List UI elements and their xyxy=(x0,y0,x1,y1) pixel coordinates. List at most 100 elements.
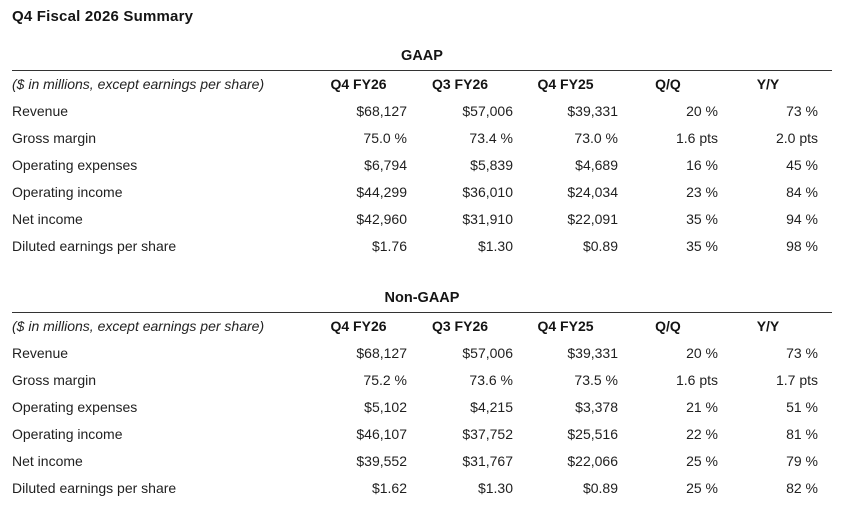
gaap-table: ($ in millions, except earnings per shar… xyxy=(12,70,832,260)
table-row: Operating income $44,299 $36,010 $24,034… xyxy=(12,179,832,206)
row-label: Operating expenses xyxy=(12,399,138,415)
cell-value: 94 % xyxy=(786,211,818,227)
non-gaap-table: ($ in millions, except earnings per shar… xyxy=(12,312,832,502)
cell-value: 75.0 % xyxy=(363,130,407,146)
cell-value: 16 % xyxy=(686,157,718,173)
cell-value: 1.6 pts xyxy=(675,372,718,388)
row-label: Net income xyxy=(12,211,83,227)
header-row: ($ in millions, except earnings per shar… xyxy=(12,313,832,341)
cell-value: $1.30 xyxy=(477,238,513,254)
unit-note: ($ in millions, except earnings per shar… xyxy=(12,318,265,334)
cell-value: $25,516 xyxy=(567,426,618,442)
cell-value: 1.6 pts xyxy=(675,130,718,146)
cell-value: $39,331 xyxy=(567,345,618,361)
cell-value: $3,378 xyxy=(575,399,618,415)
cell-value: $42,960 xyxy=(356,211,407,227)
column-header-yy: Y/Y xyxy=(756,76,780,92)
row-label: Operating income xyxy=(12,426,123,442)
non-gaap-table-title: Non-GAAP xyxy=(384,290,460,306)
cell-value: 81 % xyxy=(786,426,818,442)
cell-value: $0.89 xyxy=(582,238,618,254)
row-label: Gross margin xyxy=(12,372,97,388)
cell-value: $22,091 xyxy=(567,211,618,227)
table-row: Gross margin 75.2 % 73.6 % 73.5 % 1.6 pt… xyxy=(12,367,832,394)
cell-value: $1.76 xyxy=(371,238,407,254)
cell-value: 82 % xyxy=(786,480,818,496)
cell-value: $39,331 xyxy=(567,103,618,119)
cell-value: $5,839 xyxy=(470,157,513,173)
cell-value: 25 % xyxy=(686,480,718,496)
cell-value: 73.6 % xyxy=(469,372,513,388)
row-label: Diluted earnings per share xyxy=(12,238,177,254)
table-row: Operating income $46,107 $37,752 $25,516… xyxy=(12,421,832,448)
table-row: Net income $39,552 $31,767 $22,066 25 % … xyxy=(12,448,832,475)
cell-value: 73 % xyxy=(786,345,818,361)
cell-value: 79 % xyxy=(786,453,818,469)
cell-value: 20 % xyxy=(686,103,718,119)
column-header-q3fy26: Q3 FY26 xyxy=(431,318,489,334)
column-header-q4fy26: Q4 FY26 xyxy=(330,76,387,92)
table-row: Revenue $68,127 $57,006 $39,331 20 % 73 … xyxy=(12,98,832,125)
cell-value: 20 % xyxy=(686,345,718,361)
cell-value: 84 % xyxy=(786,184,818,200)
cell-value: $57,006 xyxy=(462,103,513,119)
cell-value: $24,034 xyxy=(567,184,618,200)
table-row: Operating expenses $6,794 $5,839 $4,689 … xyxy=(12,152,832,179)
table-row: Revenue $68,127 $57,006 $39,331 20 % 73 … xyxy=(12,340,832,367)
cell-value: 98 % xyxy=(786,238,818,254)
cell-value: 2.0 pts xyxy=(775,130,818,146)
table-row: Diluted earnings per share $1.62 $1.30 $… xyxy=(12,475,832,502)
cell-value: 45 % xyxy=(786,157,818,173)
unit-note: ($ in millions, except earnings per shar… xyxy=(12,76,265,92)
cell-value: $1.30 xyxy=(477,480,513,496)
row-label: Net income xyxy=(12,453,83,469)
table-row: Diluted earnings per share $1.76 $1.30 $… xyxy=(12,233,832,260)
page-title: Q4 Fiscal 2026 Summary xyxy=(12,8,194,25)
cell-value: 73.5 % xyxy=(574,372,618,388)
cell-value: 35 % xyxy=(686,238,718,254)
column-header-q3fy26: Q3 FY26 xyxy=(431,76,489,92)
cell-value: 75.2 % xyxy=(363,372,407,388)
cell-value: 73.0 % xyxy=(574,130,618,146)
header-row: ($ in millions, except earnings per shar… xyxy=(12,71,832,99)
column-header-q4fy25: Q4 FY25 xyxy=(537,76,594,92)
cell-value: 1.7 pts xyxy=(775,372,818,388)
row-label: Operating expenses xyxy=(12,157,138,173)
cell-value: $44,299 xyxy=(356,184,407,200)
cell-value: $46,107 xyxy=(356,426,407,442)
cell-value: $0.89 xyxy=(582,480,618,496)
cell-value: $4,689 xyxy=(575,157,618,173)
table-row: Net income $42,960 $31,910 $22,091 35 % … xyxy=(12,206,832,233)
cell-value: 73 % xyxy=(786,103,818,119)
cell-value: $22,066 xyxy=(567,453,618,469)
cell-value: $1.62 xyxy=(371,480,407,496)
cell-value: $6,794 xyxy=(364,157,407,173)
cell-value: $39,552 xyxy=(356,453,407,469)
gaap-table-title: GAAP xyxy=(401,48,443,64)
table-row: Operating expenses $5,102 $4,215 $3,378 … xyxy=(12,394,832,421)
column-header-qq: Q/Q xyxy=(655,76,681,92)
cell-value: $68,127 xyxy=(356,345,407,361)
row-label: Diluted earnings per share xyxy=(12,480,177,496)
row-label: Revenue xyxy=(12,103,69,119)
cell-value: $4,215 xyxy=(470,399,513,415)
column-header-q4fy25: Q4 FY25 xyxy=(537,318,594,334)
column-header-q4fy26: Q4 FY26 xyxy=(330,318,387,334)
cell-value: 23 % xyxy=(686,184,718,200)
cell-value: 25 % xyxy=(686,453,718,469)
cell-value: 35 % xyxy=(686,211,718,227)
table-row: Gross margin 75.0 % 73.4 % 73.0 % 1.6 pt… xyxy=(12,125,832,152)
cell-value: $31,910 xyxy=(462,211,513,227)
column-header-yy: Y/Y xyxy=(756,318,780,334)
cell-value: 21 % xyxy=(686,399,718,415)
cell-value: $68,127 xyxy=(356,103,407,119)
cell-value: 51 % xyxy=(786,399,818,415)
cell-value: 73.4 % xyxy=(469,130,513,146)
cell-value: 22 % xyxy=(686,426,718,442)
row-label: Operating income xyxy=(12,184,123,200)
non-gaap-section: Non-GAAP ($ in millions, except earnings… xyxy=(12,289,832,502)
cell-value: $36,010 xyxy=(462,184,513,200)
cell-value: $37,752 xyxy=(462,426,513,442)
row-label: Gross margin xyxy=(12,130,97,146)
cell-value: $5,102 xyxy=(364,399,407,415)
